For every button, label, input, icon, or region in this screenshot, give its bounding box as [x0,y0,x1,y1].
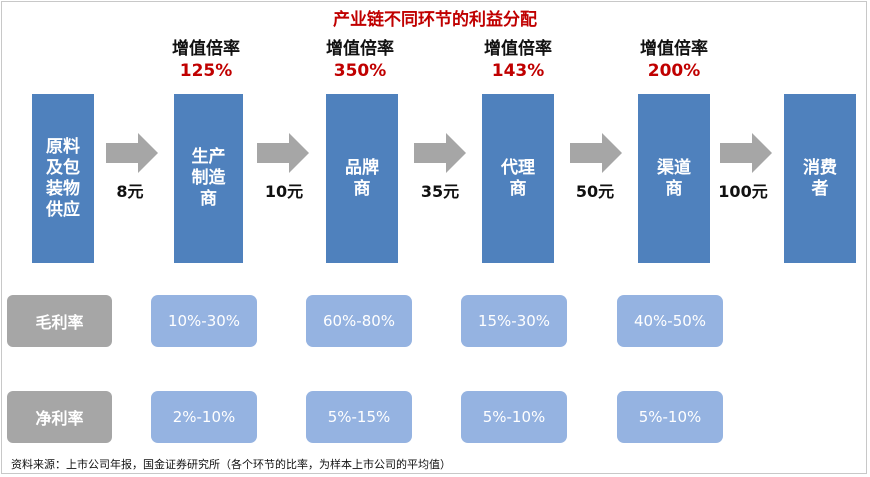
multiplier-channel: 增值倍率 200% [619,38,729,82]
net-margin-cell: 5%-10% [617,391,723,443]
node-raw-material: 原料 及包 装物 供应 [32,94,94,263]
multiplier-manufacturer: 增值倍率 125% [151,38,261,82]
multiplier-value: 350% [333,61,387,81]
price-label: 10元 [264,182,304,201]
page-title: 产业链不同环节的利益分配 [333,10,537,30]
node-channel: 渠道 商 [638,94,710,263]
node-agent: 代理 商 [482,94,554,263]
node-manufacturer: 生产 制造 商 [174,94,243,263]
price-label: 8元 [116,182,144,201]
net-margin-cell: 5%-10% [461,391,567,443]
multiplier-label: 增值倍率 [640,39,708,59]
multiplier-brand: 增值倍率 350% [305,38,415,82]
right-arrow-icon [414,133,466,173]
net-margin-cell: 2%-10% [151,391,257,443]
right-arrow-icon [106,133,158,173]
net-margin-label: 净利率 [7,391,112,443]
price-label: 35元 [420,182,460,201]
multiplier-label: 增值倍率 [484,39,552,59]
right-arrow-icon [570,133,622,173]
gross-margin-cell: 60%-80% [306,295,412,347]
gross-margin-cell: 40%-50% [617,295,723,347]
gross-margin-label: 毛利率 [7,295,112,347]
gross-margin-cell: 10%-30% [151,295,257,347]
price-label: 100元 [718,182,768,201]
node-consumer: 消费 者 [784,94,856,263]
source-note: 资料来源：上市公司年报，国金证券研究所（各个环节的比率，为样本上市公司的平均值） [11,458,451,471]
right-arrow-icon [257,133,309,173]
right-arrow-icon [720,133,772,173]
multiplier-value: 125% [179,61,233,81]
price-label: 50元 [575,182,615,201]
multiplier-value: 200% [647,61,701,81]
multiplier-value: 143% [491,61,545,81]
net-margin-cell: 5%-15% [306,391,412,443]
multiplier-label: 增值倍率 [326,39,394,59]
gross-margin-cell: 15%-30% [461,295,567,347]
node-brand: 品牌 商 [326,94,398,263]
multiplier-label: 增值倍率 [172,39,240,59]
multiplier-agent: 增值倍率 143% [463,38,573,82]
